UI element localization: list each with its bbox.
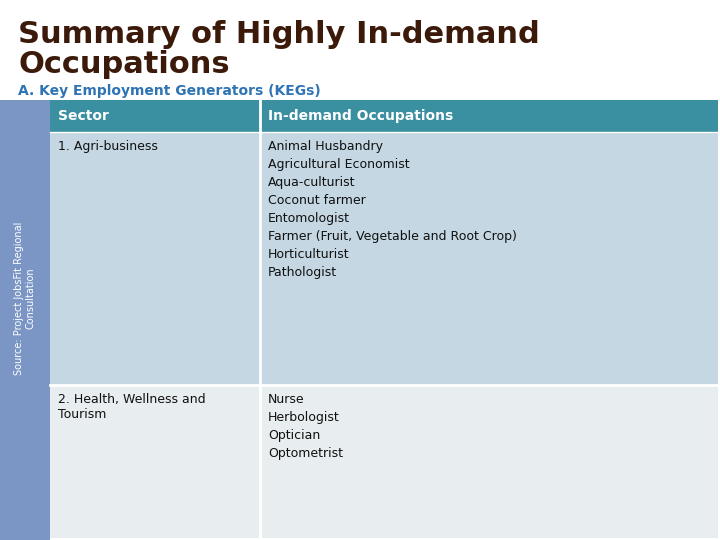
Text: Occupations: Occupations: [18, 50, 230, 79]
Text: 2. Health, Wellness and
Tourism: 2. Health, Wellness and Tourism: [58, 393, 206, 421]
Text: In-demand Occupations: In-demand Occupations: [268, 109, 454, 123]
Text: Animal Husbandry
Agricultural Economist
Aqua-culturist
Coconut farmer
Entomologi: Animal Husbandry Agricultural Economist …: [268, 140, 517, 279]
Text: A. Key Employment Generators (KEGs): A. Key Employment Generators (KEGs): [18, 84, 320, 98]
Text: Nurse
Herbologist
Optician
Optometrist: Nurse Herbologist Optician Optometrist: [268, 393, 343, 460]
Text: Source: Project JobsFit Regional
Consultation: Source: Project JobsFit Regional Consult…: [14, 221, 36, 375]
Bar: [50, 100, 718, 132]
Text: 1. Agri-business: 1. Agri-business: [58, 140, 158, 153]
Text: Summary of Highly In-demand: Summary of Highly In-demand: [18, 20, 540, 49]
Bar: [0, 100, 50, 540]
Text: Sector: Sector: [58, 109, 109, 123]
Bar: [50, 385, 718, 538]
Bar: [50, 132, 718, 385]
